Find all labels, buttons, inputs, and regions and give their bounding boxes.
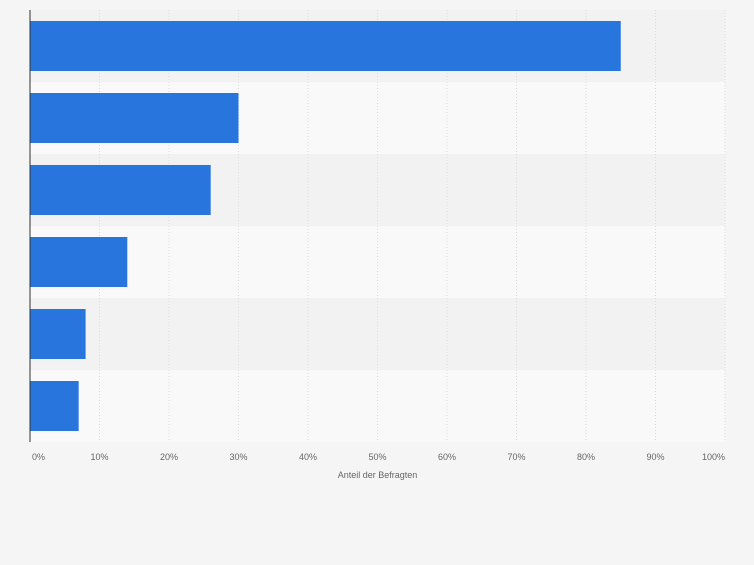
- x-tick-label: 50%: [368, 452, 386, 462]
- bar[interactable]: [30, 237, 128, 287]
- bar[interactable]: [30, 165, 211, 215]
- x-tick-label: 10%: [90, 452, 108, 462]
- x-tick-label: 60%: [438, 452, 456, 462]
- bar[interactable]: [30, 21, 621, 71]
- x-tick-label: 70%: [507, 452, 525, 462]
- x-tick-label: 90%: [646, 452, 664, 462]
- gridlines: [99, 10, 726, 442]
- x-axis-ticks: 0% 10% 20% 30% 40% 50% 60% 70% 80% 90% 100%: [32, 452, 725, 462]
- x-tick-label: 0%: [32, 452, 45, 462]
- bar[interactable]: [30, 93, 239, 143]
- bar-series: [30, 21, 621, 431]
- x-tick-label: 30%: [229, 452, 247, 462]
- x-tick-label: 20%: [160, 452, 178, 462]
- x-tick-label: 40%: [299, 452, 317, 462]
- x-tick-label: 100%: [702, 452, 725, 462]
- x-tick-label: 80%: [577, 452, 595, 462]
- bar[interactable]: [30, 309, 86, 359]
- bar[interactable]: [30, 381, 79, 431]
- x-axis-title: Anteil der Befragten: [338, 470, 418, 480]
